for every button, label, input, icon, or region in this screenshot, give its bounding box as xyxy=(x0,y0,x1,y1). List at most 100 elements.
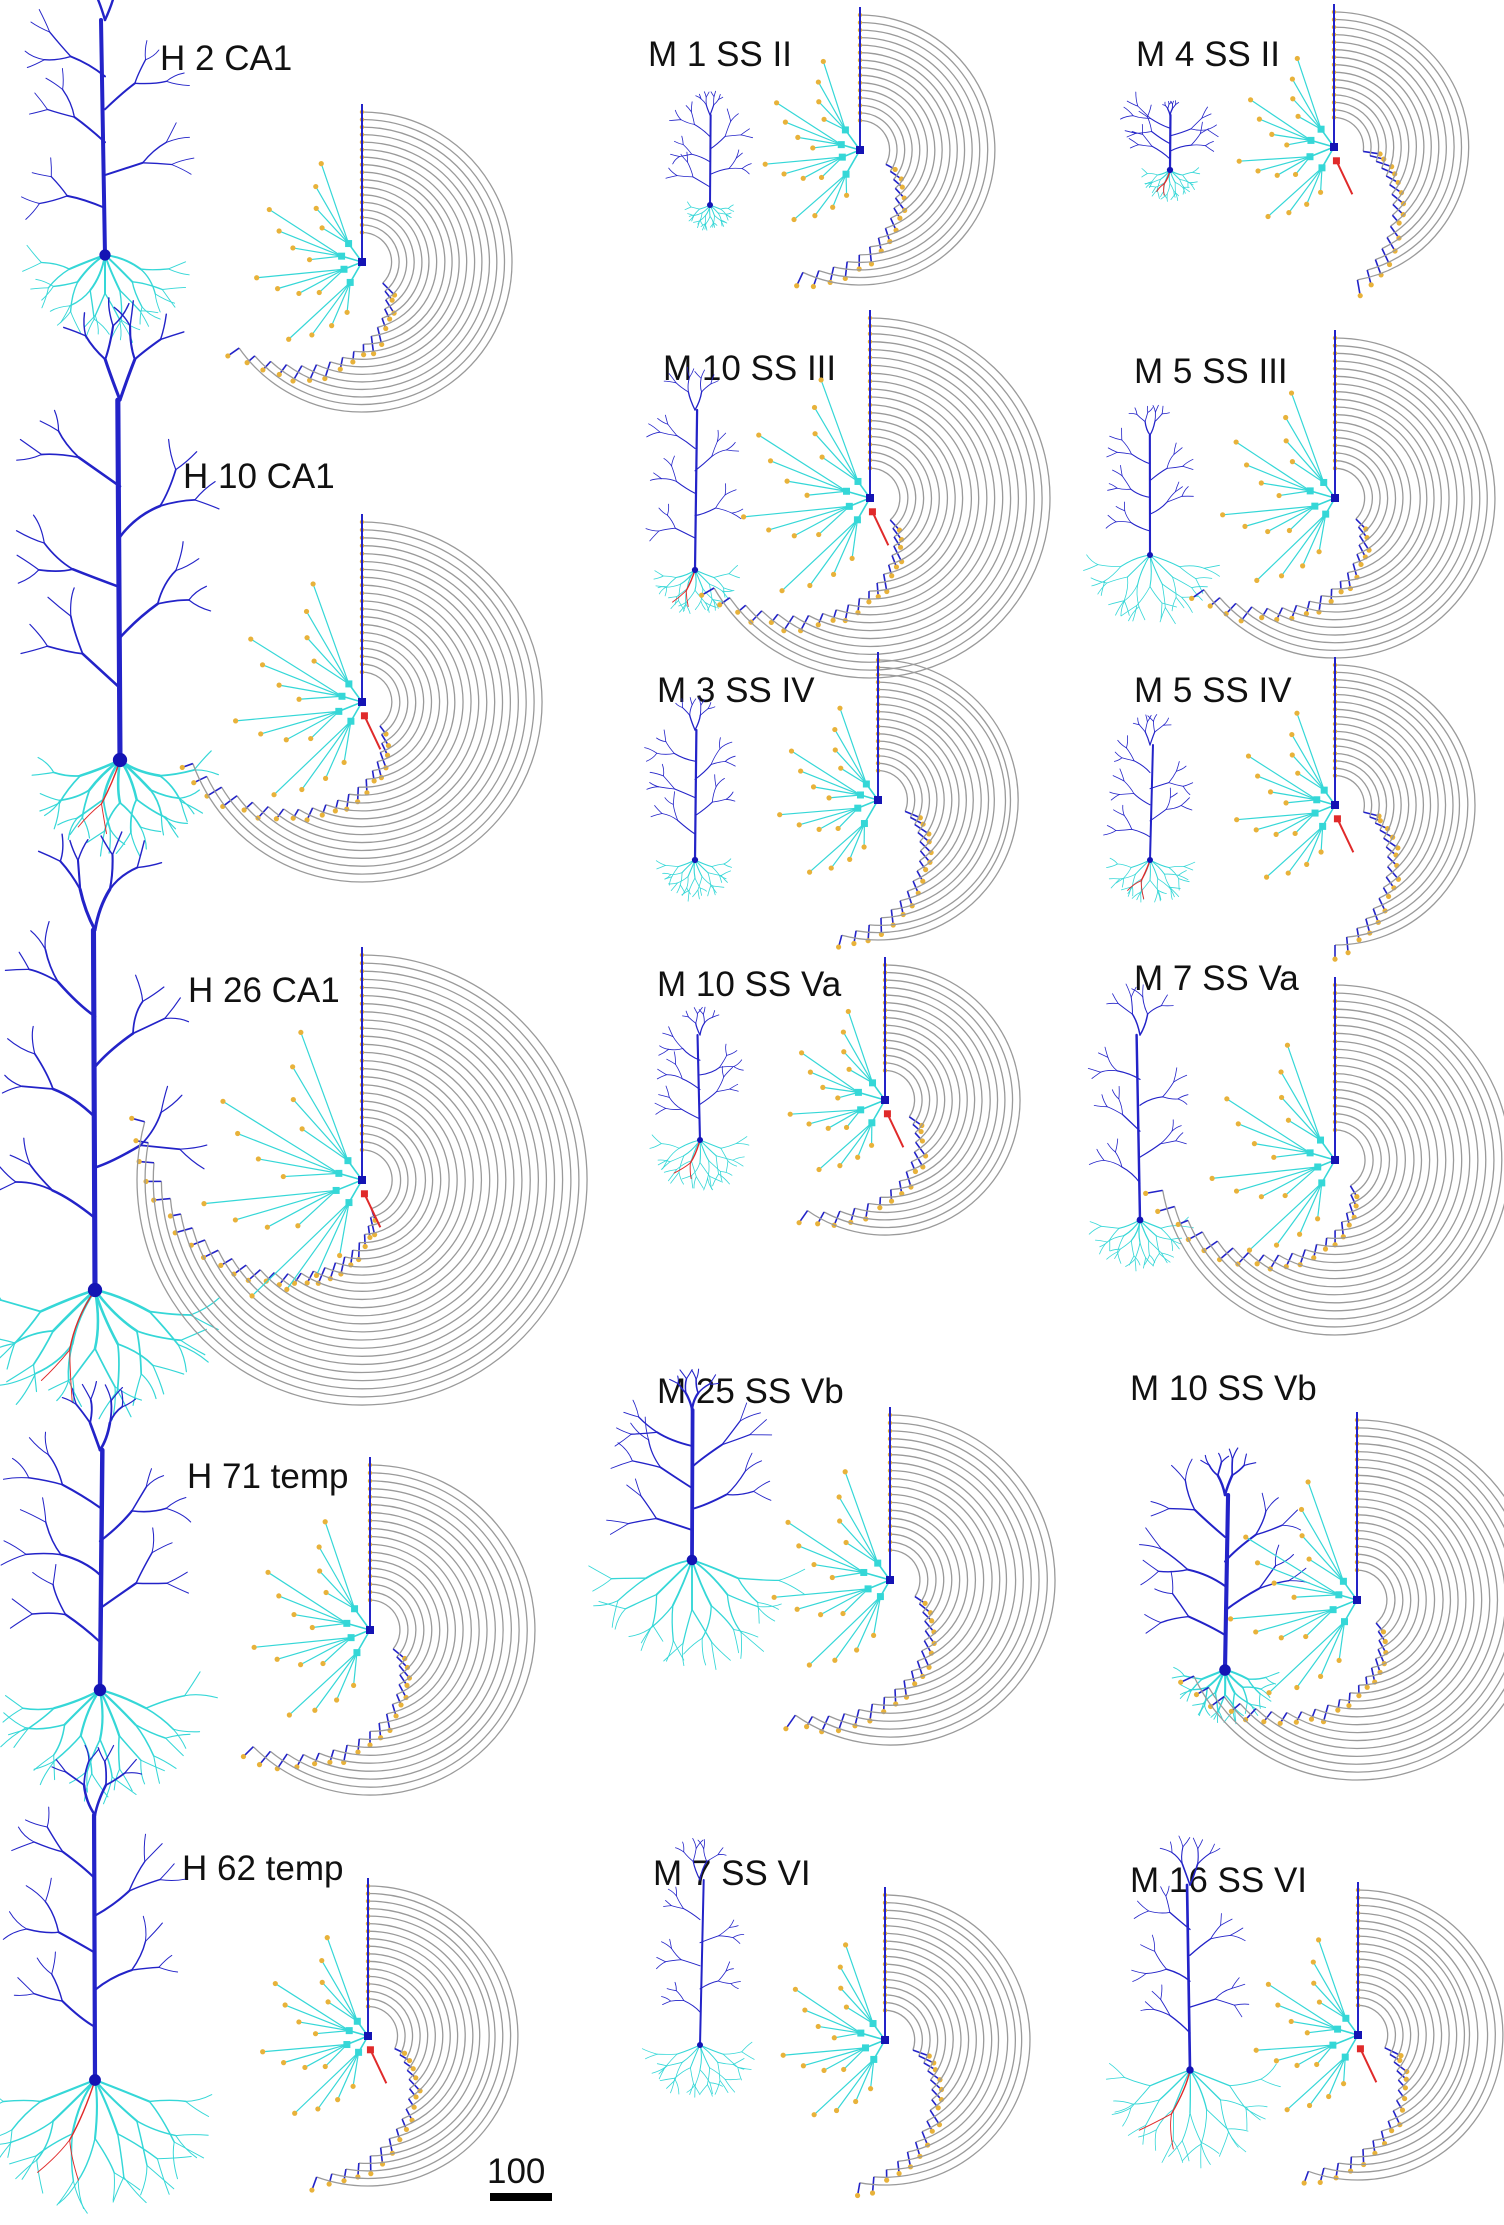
basal-terminal-node xyxy=(1284,2107,1290,2113)
apical-tuft xyxy=(129,300,135,328)
apical-tuft xyxy=(1223,1474,1234,1497)
neuron-morphology-11 xyxy=(1120,91,1219,202)
basal-dendrite xyxy=(135,1330,143,1375)
apical-tuft xyxy=(694,391,703,411)
basal-terminal-node xyxy=(788,748,795,754)
apical-branch xyxy=(1182,785,1191,795)
basal-terminal-node xyxy=(350,1682,357,1688)
dendrogram-arc xyxy=(859,59,951,239)
basal-terminal-node xyxy=(1310,1959,1316,1965)
basal-dendrite xyxy=(1182,187,1185,195)
apical-branch xyxy=(1137,105,1151,119)
basal-terminal-node xyxy=(1286,210,1292,216)
terminal-node xyxy=(875,594,881,600)
basal-dendrite xyxy=(1123,2076,1151,2087)
apical-branch xyxy=(1118,1098,1123,1115)
apical-tuft xyxy=(76,859,82,891)
apical-tuft xyxy=(679,1369,688,1380)
basal-stem xyxy=(863,1571,891,1581)
basal-terminal-node xyxy=(313,205,319,211)
apical-branch xyxy=(44,921,50,950)
dendrogram-arc xyxy=(1235,352,1481,644)
dendrogram-arc xyxy=(231,1027,515,1333)
basal-branch xyxy=(1257,1562,1340,1596)
dendrogram-arc xyxy=(169,986,556,1374)
dendrogram-arc xyxy=(884,1955,970,2111)
circular-dendrogram-11 xyxy=(1236,4,1470,299)
apical-branch xyxy=(1182,782,1194,787)
apical-branch xyxy=(691,111,695,125)
apical-branch xyxy=(730,1983,739,1989)
basal-terminal-node xyxy=(812,213,818,219)
dendrogram-arc xyxy=(1357,1950,1443,2112)
apical-branch xyxy=(658,1048,670,1056)
basal-dendrite xyxy=(665,865,679,867)
basal-terminal-node xyxy=(272,1980,278,1987)
basal-terminal-node xyxy=(1273,831,1279,837)
apical-trunk xyxy=(1222,1492,1231,1673)
apical-branch xyxy=(711,441,718,457)
apical-tuft xyxy=(104,324,115,361)
basal-terminal-node xyxy=(334,1697,340,1703)
apical-branch xyxy=(1150,1508,1170,1517)
basal-dendrite xyxy=(0,2129,13,2136)
apical-branch xyxy=(0,1181,17,1191)
apical-tuft xyxy=(51,1766,67,1773)
basal-terminal-node xyxy=(784,478,790,484)
apical-tuft xyxy=(108,866,139,891)
basal-dendrite xyxy=(158,769,195,777)
apical-branch xyxy=(4,968,30,971)
basal-branch xyxy=(800,770,861,796)
apical-branch xyxy=(25,1928,60,1934)
basal-branch xyxy=(327,2001,358,2022)
apical-branch xyxy=(1281,1524,1302,1531)
terminal-node xyxy=(868,261,875,267)
apical-branch xyxy=(142,162,173,166)
basal-dendrite xyxy=(709,583,723,592)
apical-tuft xyxy=(694,371,702,379)
terminal-node xyxy=(1277,1720,1283,1726)
apical-branch xyxy=(59,1553,102,1576)
apical-branch xyxy=(14,1181,54,1192)
basal-dendrite xyxy=(67,817,78,841)
apical-branch xyxy=(656,1431,693,1447)
apical-tuft xyxy=(692,1847,697,1862)
basal-terminal-node xyxy=(322,2063,328,2070)
basal-terminal-node xyxy=(821,2067,827,2074)
basal-dendrite xyxy=(681,1642,685,1667)
apical-branch xyxy=(131,1486,147,1512)
axon xyxy=(1163,183,1165,196)
basal-branch xyxy=(804,2009,862,2034)
terminal-node xyxy=(397,2137,403,2143)
dendrogram-arc xyxy=(361,194,430,328)
apical-branch xyxy=(656,1957,666,1963)
basal-branch xyxy=(1306,167,1323,205)
basal-dendrite xyxy=(1160,191,1164,198)
terminal-node xyxy=(1207,603,1213,609)
dendrogram-arc xyxy=(873,1902,1023,2178)
basal-dendrite xyxy=(0,2141,13,2158)
basal-branch xyxy=(834,729,867,785)
apical-branch xyxy=(1144,2001,1155,2010)
basal-terminal-node xyxy=(1292,830,1298,837)
dendrogram-arc xyxy=(238,111,513,413)
apical-branch xyxy=(1275,1554,1294,1567)
apical-tuft xyxy=(93,887,112,932)
basal-dendrite xyxy=(1109,1227,1120,1241)
basal-terminal-node xyxy=(816,531,822,538)
basal-terminal-node xyxy=(264,1224,270,1230)
basal-dendrite xyxy=(177,1344,187,1373)
basal-dendrite xyxy=(656,865,666,870)
dendrogram-arc xyxy=(1296,383,1450,613)
apical-tuft xyxy=(681,698,683,708)
dendrogram-arc xyxy=(1219,345,1488,651)
basal-dendrite xyxy=(697,876,703,891)
dendrogram-arc xyxy=(812,1422,1048,1738)
apical-branch xyxy=(159,1863,175,1881)
basal-dendrite xyxy=(664,2053,678,2068)
basal-dendrite xyxy=(693,2083,701,2096)
basal-terminal-node xyxy=(767,458,774,464)
apical-tuft xyxy=(113,306,131,328)
basal-branch xyxy=(1317,1182,1323,1219)
dendrogram-arc xyxy=(361,631,433,772)
